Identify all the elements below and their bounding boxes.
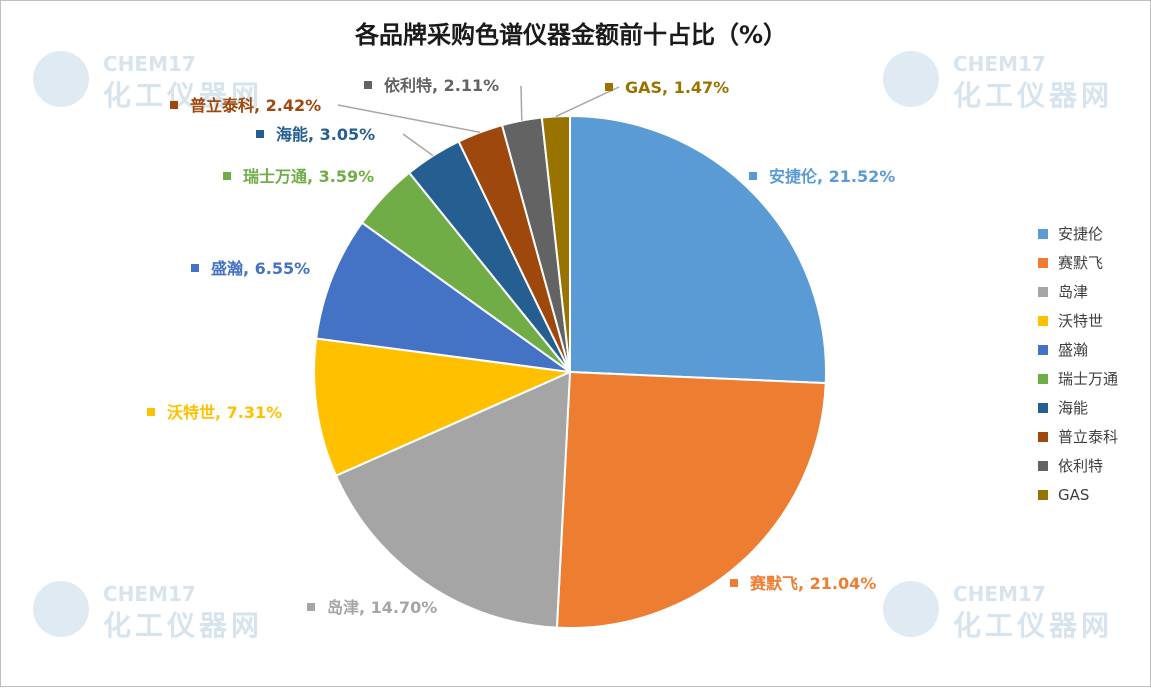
watermark-brand: CHEM17 bbox=[103, 52, 196, 76]
data-label-value: 6.55% bbox=[255, 259, 311, 278]
legend-label: 瑞士万通 bbox=[1058, 370, 1118, 388]
data-labels: 安捷伦, 21.52% 赛默飞, 21.04% 岛津, 14.70% 沃特世, 7.3… bbox=[147, 76, 895, 617]
data-label: 瑞士万通, 3.59% bbox=[243, 167, 374, 186]
watermark-brand: CHEM17 bbox=[953, 52, 1046, 76]
legend-label: 沃特世 bbox=[1058, 312, 1103, 330]
leader-line bbox=[402, 133, 434, 157]
data-label-name: 沃特世, bbox=[167, 403, 227, 422]
data-label: 海能, 3.05% bbox=[276, 125, 375, 144]
watermark: CHEM17 化工仪器网 bbox=[883, 581, 1113, 642]
data-label-name: 海能, bbox=[276, 125, 320, 144]
data-label-value: 21.04% bbox=[810, 574, 877, 593]
label-marker bbox=[170, 101, 178, 109]
watermark-brand: CHEM17 bbox=[953, 582, 1046, 606]
pie-slice-盛瀚 bbox=[315, 221, 571, 373]
data-label: 盛瀚, 6.55% bbox=[211, 259, 310, 278]
legend-swatch bbox=[1038, 432, 1048, 442]
watermark-name: 化工仪器网 bbox=[103, 79, 263, 112]
leader-line bbox=[520, 85, 523, 121]
pie-slice-GAS bbox=[540, 114, 571, 373]
data-label-name: 盛瀚, bbox=[211, 259, 255, 278]
legend-label: 安捷伦 bbox=[1058, 225, 1103, 243]
data-label: GAS, 1.47% bbox=[625, 78, 729, 97]
data-label-name: 赛默飞, bbox=[749, 574, 810, 593]
label-marker bbox=[256, 130, 264, 138]
data-label: 岛津, 14.70% bbox=[327, 598, 437, 617]
legend-swatch bbox=[1038, 345, 1048, 355]
data-label-value: 3.59% bbox=[319, 167, 375, 186]
watermark-name: 化工仪器网 bbox=[103, 609, 263, 642]
data-label: 安捷伦, 21.52% bbox=[769, 167, 895, 186]
watermark-brand: CHEM17 bbox=[103, 582, 196, 606]
data-label-value: 2.11% bbox=[444, 76, 500, 95]
chart-title: 各品牌采购色谱仪器金额前十占比（%） bbox=[354, 21, 787, 49]
data-label-name: 依利特, bbox=[384, 76, 444, 95]
leader-lines bbox=[337, 85, 620, 157]
legend-swatch bbox=[1038, 461, 1048, 471]
data-label-value: 21.52% bbox=[829, 167, 896, 186]
legend-swatch bbox=[1038, 229, 1048, 239]
data-label-value: 2.42% bbox=[266, 96, 322, 115]
label-marker bbox=[605, 83, 613, 91]
label-marker bbox=[749, 172, 757, 180]
legend-label: GAS bbox=[1058, 486, 1089, 504]
label-marker bbox=[730, 579, 738, 587]
legend-swatch bbox=[1038, 403, 1048, 413]
data-label-name: 瑞士万通, bbox=[243, 167, 319, 186]
watermark-name: 化工仪器网 bbox=[953, 79, 1113, 112]
data-label-value: 7.31% bbox=[227, 403, 283, 422]
watermark: CHEM17 化工仪器网 bbox=[883, 51, 1113, 112]
legend-label: 普立泰科 bbox=[1058, 428, 1118, 446]
data-label-name: GAS, bbox=[625, 78, 674, 97]
label-marker bbox=[223, 172, 231, 180]
legend-swatch bbox=[1038, 258, 1048, 268]
data-label: 赛默飞, 21.04% bbox=[749, 574, 876, 593]
label-marker bbox=[147, 408, 155, 416]
data-label: 沃特世, 7.31% bbox=[167, 403, 282, 422]
legend-swatch bbox=[1038, 374, 1048, 384]
data-label-value: 3.05% bbox=[320, 125, 376, 144]
label-marker bbox=[307, 603, 315, 611]
legend-swatch bbox=[1038, 490, 1048, 500]
pie-slice-岛津 bbox=[334, 370, 572, 629]
pie-slice-赛默飞 bbox=[555, 370, 827, 630]
data-label: 普立泰科, 2.42% bbox=[190, 96, 321, 115]
legend-label: 盛瀚 bbox=[1058, 341, 1088, 359]
data-label-name: 普立泰科, bbox=[190, 96, 266, 115]
legend-label: 岛津 bbox=[1058, 283, 1088, 301]
pie-slices bbox=[313, 114, 827, 630]
leader-line bbox=[555, 86, 620, 118]
leader-line bbox=[337, 104, 481, 134]
legend-swatch bbox=[1038, 316, 1048, 326]
legend-label: 赛默飞 bbox=[1058, 254, 1103, 272]
data-label-name: 岛津, bbox=[327, 598, 371, 617]
legend-label: 依利特 bbox=[1058, 457, 1103, 475]
watermark: CHEM17 化工仪器网 bbox=[33, 51, 263, 112]
label-marker bbox=[364, 81, 372, 89]
data-label-value: 14.70% bbox=[371, 598, 438, 617]
legend-label: 海能 bbox=[1058, 399, 1088, 417]
legend-swatch bbox=[1038, 287, 1048, 297]
label-marker bbox=[191, 264, 199, 272]
pie-slice-安捷伦 bbox=[569, 114, 827, 385]
data-label-value: 1.47% bbox=[674, 78, 730, 97]
data-label-name: 安捷伦, bbox=[769, 167, 829, 186]
data-label: 依利特, 2.11% bbox=[384, 76, 499, 95]
pie-slice-沃特世 bbox=[313, 337, 574, 478]
watermark-name: 化工仪器网 bbox=[953, 609, 1113, 642]
watermark: CHEM17 化工仪器网 bbox=[33, 581, 263, 642]
